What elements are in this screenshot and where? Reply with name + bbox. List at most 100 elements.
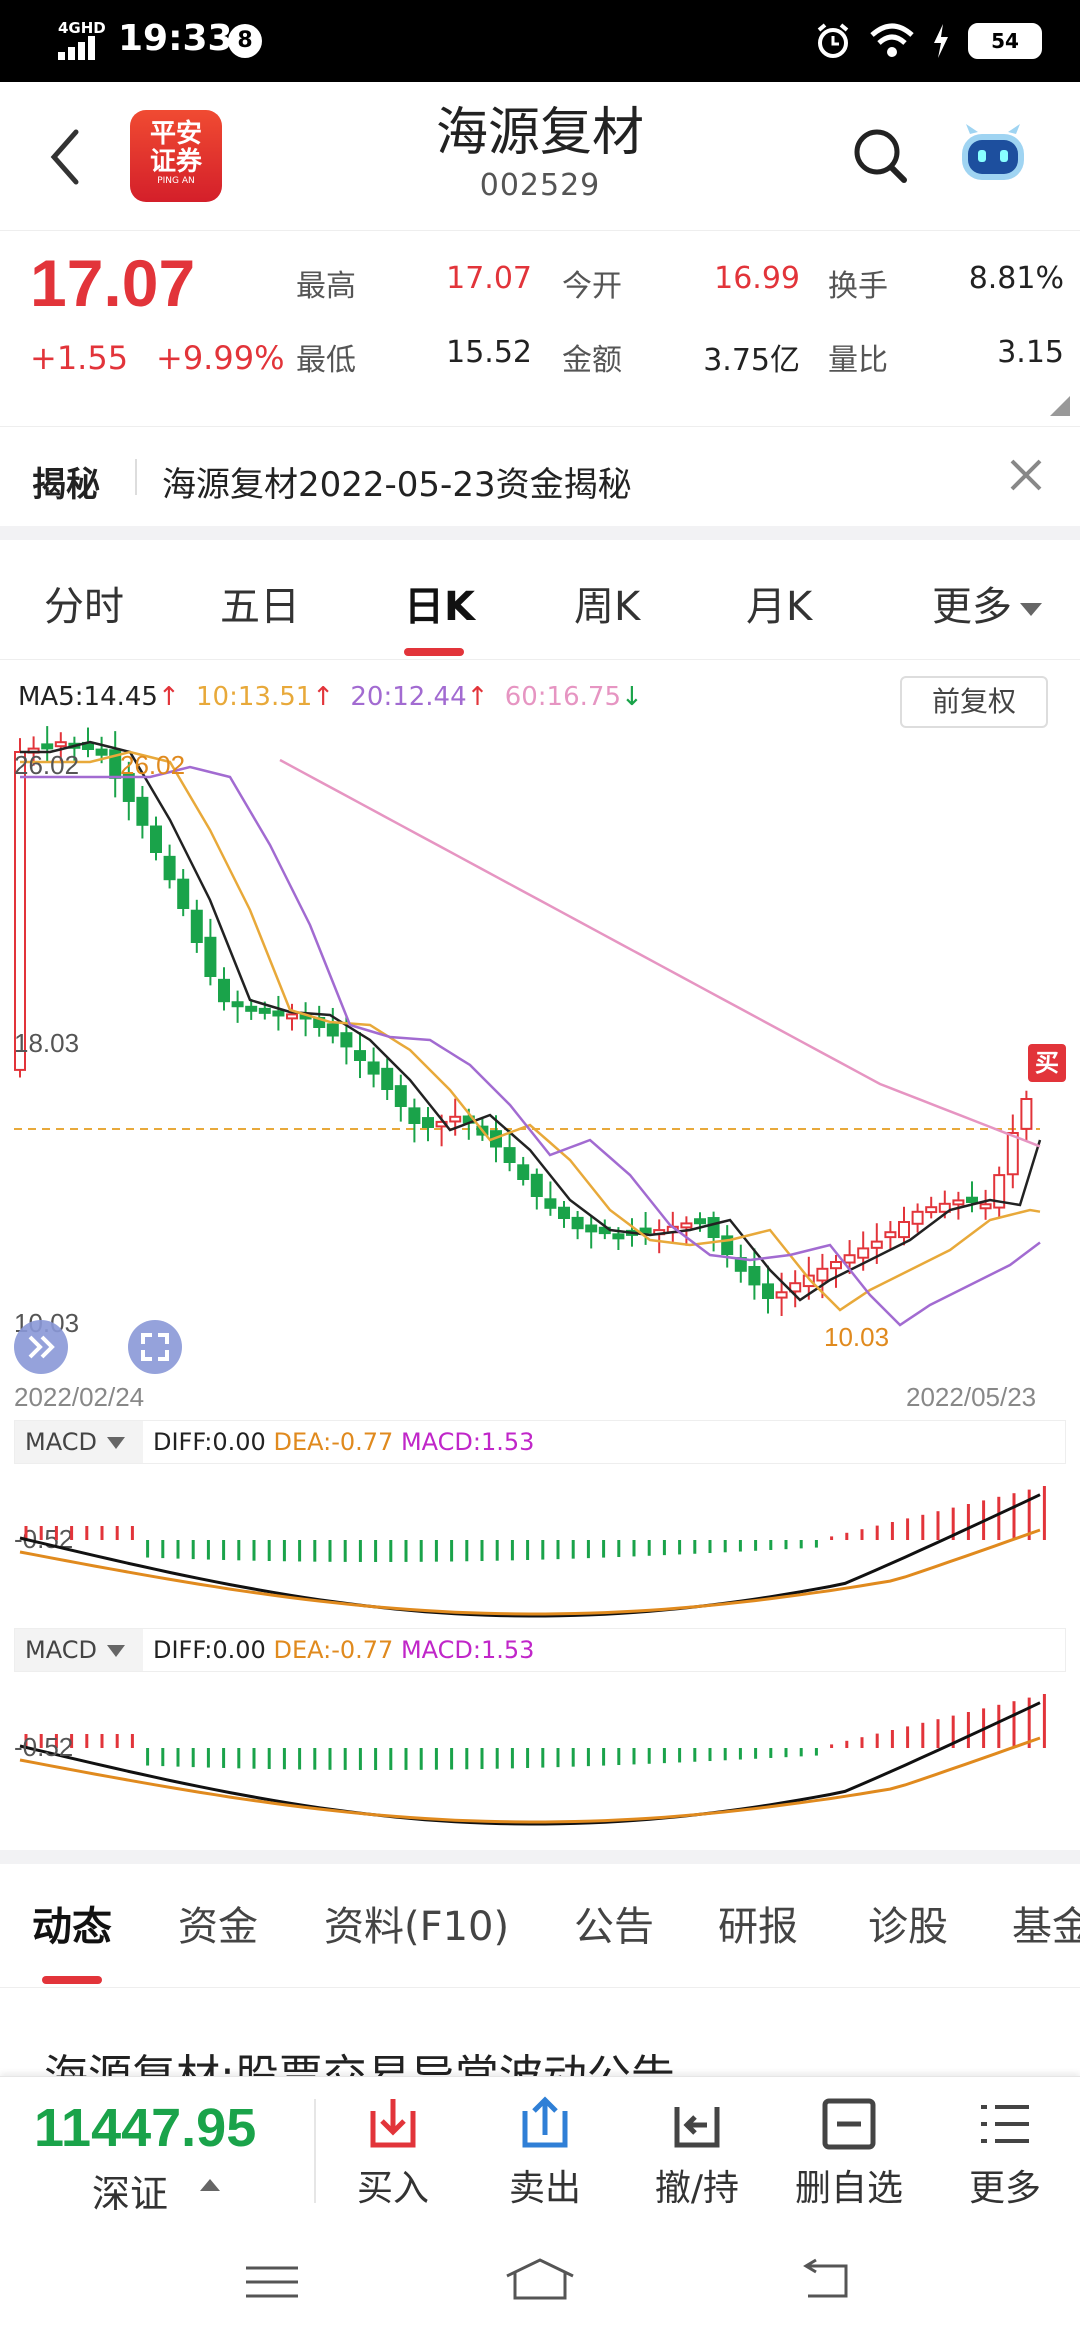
tab-announcements[interactable]: 公告	[574, 1904, 654, 1950]
tab-research[interactable]: 研报	[718, 1904, 798, 1950]
sell-button[interactable]: 卖出	[480, 2087, 610, 2215]
candle-body	[639, 1227, 652, 1234]
menu-icon[interactable]	[242, 2262, 302, 2302]
dropdown-arrow-icon	[106, 1437, 125, 1449]
open-label: 今开	[562, 269, 622, 304]
dea-value: DEA:-0.77	[273, 1428, 394, 1456]
expand-left-button[interactable]	[14, 1320, 68, 1374]
tab-weekly-k[interactable]: 周K	[574, 584, 641, 630]
candle-body	[449, 1115, 462, 1123]
tab-monthly-k[interactable]: 月K	[746, 584, 813, 630]
ma20-value: 20:12.44	[350, 682, 467, 712]
ma5-value: MA5:14.45	[18, 682, 158, 712]
candle-body	[204, 936, 217, 978]
candle-body	[884, 1231, 897, 1239]
kline-chart-area[interactable]: MA5:14.45↑ 10:13.51↑ 20:12.44↑ 60:16.75↓…	[0, 660, 1080, 1850]
candle-body	[775, 1291, 788, 1299]
high-marker-label: 26.02	[120, 750, 186, 780]
back-button[interactable]	[40, 122, 100, 192]
nav-bar: 平安 证券 PING AN 海源复材 002529	[0, 82, 1080, 230]
reveal-tag: 揭秘	[32, 465, 100, 505]
tab-daily-k[interactable]: 日K	[404, 584, 475, 630]
candle-body	[381, 1067, 394, 1090]
macd-plot	[19, 1486, 1046, 1826]
indicator-selector[interactable]: MACD	[15, 1421, 143, 1463]
fullscreen-button[interactable]	[128, 1320, 182, 1374]
upload-tray-icon	[522, 2096, 568, 2148]
clock: 19:33	[118, 18, 233, 59]
close-icon	[1010, 459, 1042, 491]
candle-body	[762, 1283, 774, 1299]
double-chevron-right-icon	[28, 1335, 55, 1359]
tab-intraday[interactable]: 分时	[44, 584, 124, 630]
home-icon[interactable]	[503, 2256, 577, 2302]
candle-body	[54, 741, 67, 748]
close-button[interactable]	[1004, 453, 1048, 497]
news-item-title[interactable]: 海源复材:股票交易异常波动公告	[44, 2040, 675, 2076]
macd-header-1: MACD DIFF:0.00 DEA:-0.77 MACD:1.53	[14, 1420, 1066, 1464]
battery-icon: 54	[968, 23, 1042, 59]
back-nav-icon[interactable]	[794, 2258, 854, 2302]
tab-fund[interactable]: 基金	[1012, 1904, 1080, 1950]
buy-signal-tag: 买	[1028, 1044, 1066, 1082]
tab-more[interactable]: 更多	[932, 574, 1044, 632]
info-tabs: 动态 资金 资料(F10) 公告 研报 诊股 基金	[0, 1864, 1080, 1988]
remove-watchlist-button[interactable]: 删自选	[784, 2087, 914, 2215]
stock-name: 海源复材	[435, 103, 644, 163]
candle-body	[408, 1107, 421, 1124]
indicator-selector[interactable]: MACD	[15, 1629, 143, 1671]
candle-body	[340, 1032, 353, 1048]
reveal-text: 海源复材2022-05-23资金揭秘	[162, 465, 632, 505]
high-label: 最高	[296, 269, 356, 304]
robot-icon	[962, 124, 1024, 180]
candle-body	[517, 1164, 530, 1180]
candle-body	[245, 1005, 258, 1012]
candle-body	[122, 773, 135, 802]
tab-news[interactable]: 动态	[32, 1904, 112, 1950]
candle-body	[258, 1007, 271, 1014]
active-tab-indicator	[404, 648, 464, 656]
candle-body	[503, 1147, 516, 1163]
candle-body	[177, 878, 190, 909]
buy-button[interactable]: 买入	[328, 2087, 458, 2215]
amount-value: 3.75亿	[703, 343, 800, 378]
dea-value: DEA:-0.77	[273, 1636, 394, 1664]
candle-body	[394, 1085, 407, 1108]
adjust-mode-button[interactable]: 前复权	[900, 676, 1048, 728]
system-navigation-bar	[0, 2224, 1080, 2340]
divider	[314, 2099, 316, 2203]
bottom-trade-bar: 11447.95 深证 买入 卖出 撤/持 删自选 更多	[0, 2076, 1080, 2224]
wifi-icon	[870, 23, 914, 57]
index-name[interactable]: 深证	[92, 2172, 169, 2216]
more-button[interactable]: 更多	[940, 2087, 1070, 2215]
candle-body	[422, 1117, 434, 1128]
price-change: +1.55	[30, 339, 129, 377]
return-tray-icon	[674, 2107, 720, 2148]
tab-f10[interactable]: 资料(F10)	[324, 1904, 510, 1950]
quote-panel: 17.07 +1.55 +9.99% 最高 17.07 今开 16.99 换手 …	[0, 230, 1080, 426]
candle-body	[1020, 1098, 1033, 1130]
price-change-percent: +9.99%	[156, 339, 285, 377]
cancel-hold-button[interactable]: 撤/持	[632, 2087, 762, 2215]
search-button[interactable]	[850, 124, 910, 188]
candle-body	[993, 1174, 1006, 1209]
expand-corner-icon[interactable]	[1050, 396, 1070, 416]
candle-body	[190, 909, 203, 943]
candle-body	[857, 1247, 870, 1259]
dropdown-arrow-icon	[106, 1645, 125, 1657]
capital-reveal-banner[interactable]: 揭秘 海源复材2022-05-23资金揭秘	[0, 426, 1080, 526]
ma10-value: 10:13.51	[196, 682, 313, 712]
low-label: 最低	[296, 343, 356, 378]
tab-funds[interactable]: 资金	[178, 1904, 258, 1950]
assistant-robot-button[interactable]	[956, 120, 1030, 186]
index-value[interactable]: 11447.95	[34, 2098, 257, 2158]
amount-label: 金额	[562, 343, 622, 378]
candle-body	[789, 1282, 802, 1293]
tab-five-day[interactable]: 五日	[220, 584, 300, 630]
tab-diagnosis[interactable]: 诊股	[868, 1904, 948, 1950]
candle-body	[938, 1202, 951, 1213]
candle-body	[571, 1216, 584, 1230]
candle-body	[748, 1266, 761, 1286]
network-type: 4GHD	[58, 19, 106, 37]
macd-value: MACD:1.53	[400, 1428, 535, 1456]
